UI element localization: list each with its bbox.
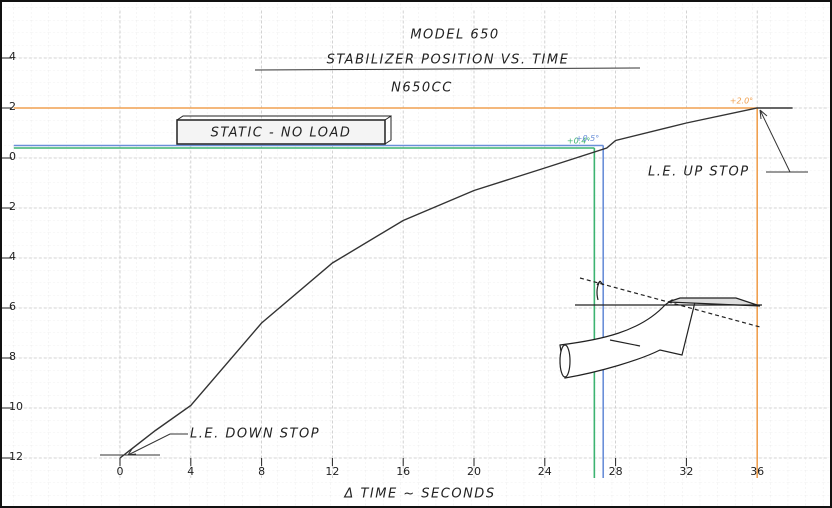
y-tick-label: 6 (9, 300, 16, 313)
x-tick-label: 16 (396, 465, 410, 478)
x-tick-label: 36 (750, 465, 764, 478)
chart-title: MODEL 650 (410, 28, 499, 43)
page: +0.4°+0.5°+2.0° MODEL 650 STABILIZER POS… (0, 0, 832, 508)
x-tick-label: 0 (117, 465, 124, 478)
graph-paper (0, 0, 832, 508)
y-tick-label: 4 (9, 50, 16, 63)
y-tick-label: 2 (9, 200, 16, 213)
registration: N650CC (391, 81, 453, 96)
x-tick-label: 12 (325, 465, 339, 478)
y-tick-label: 2 (9, 100, 16, 113)
y-tick-label: 0 (9, 150, 16, 163)
reference-label: +0.5° (576, 134, 599, 143)
y-tick-label: 4 (9, 250, 16, 263)
chart-subtitle: STABILIZER POSITION VS. TIME (327, 53, 570, 68)
down-stop-label: L.E. DOWN STOP (190, 427, 320, 442)
reference-label: +2.0° (730, 97, 753, 106)
y-tick-label: 8 (9, 350, 16, 363)
x-tick-label: 28 (609, 465, 623, 478)
x-tick-label: 4 (187, 465, 194, 478)
y-tick-label: 12 (9, 450, 23, 463)
x-axis-label: Δ TIME ~ SECONDS (343, 487, 495, 502)
x-tick-label: 20 (467, 465, 481, 478)
static-note: STATIC - NO LOAD (211, 126, 352, 141)
x-tick-label: 24 (538, 465, 552, 478)
chart: +0.4°+0.5°+2.0° MODEL 650 STABILIZER POS… (0, 0, 832, 508)
up-stop-label: L.E. UP STOP (648, 165, 750, 180)
x-tick-label: 8 (258, 465, 265, 478)
x-tick-label: 32 (679, 465, 693, 478)
y-tick-label: 10 (9, 400, 23, 413)
